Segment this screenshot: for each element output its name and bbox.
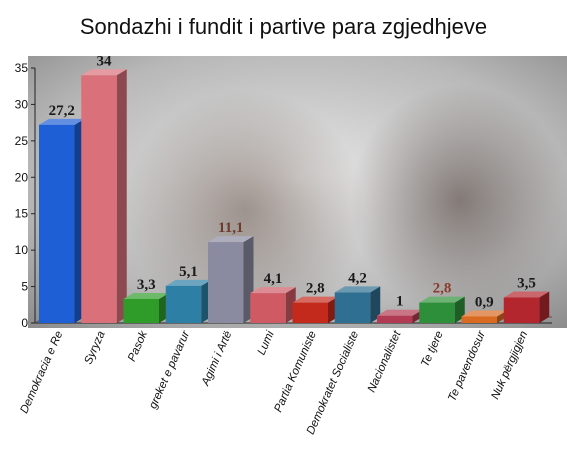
y-tick-label: 30	[15, 97, 29, 111]
category-label: Te pavendosur	[446, 328, 488, 403]
bar-6	[250, 287, 296, 323]
value-label: 4,1	[264, 271, 283, 287]
category-label: Pasok	[126, 328, 150, 363]
bar-front	[461, 316, 497, 323]
category-label: Syryza	[82, 329, 107, 366]
bar-7	[292, 296, 338, 323]
background-figure-left	[125, 90, 365, 330]
chart-title: Sondazhi i fundit i partive para zgjedhj…	[79, 14, 488, 39]
bar-front	[377, 315, 413, 323]
y-tick-label: 20	[15, 170, 29, 184]
bar-top	[123, 292, 169, 299]
category-label: Agimi i Artë	[199, 329, 234, 388]
background-figure-right	[350, 85, 567, 315]
value-label: 2,8	[433, 281, 452, 297]
bar-front	[250, 293, 286, 323]
bar-side	[370, 286, 381, 323]
value-label: 4,2	[348, 270, 367, 286]
value-label: 2,8	[306, 281, 325, 297]
category-label: Partia Komuniste	[272, 329, 319, 414]
category-label: Demokracia e Re	[18, 329, 65, 415]
bar-side	[116, 69, 127, 324]
bar-front	[292, 302, 328, 323]
bar-front	[419, 302, 455, 323]
bar-front	[81, 75, 117, 324]
category-label: Nacionalistet	[366, 329, 404, 395]
bar-5	[208, 236, 254, 323]
bar-front	[165, 285, 202, 323]
category-label: greket e pavarur	[147, 328, 192, 410]
y-tick-label: 10	[15, 243, 29, 257]
bar-front	[503, 297, 540, 323]
value-labels: 27,2 34 3,3 5,1 11,1 4,1 2,8 4,2 1 2,8 0,9 3,5	[49, 53, 536, 310]
bar-top	[461, 310, 507, 317]
bar-side	[539, 291, 550, 323]
bar-3	[123, 292, 169, 323]
bar-front	[334, 292, 371, 323]
y-tick-label: 15	[15, 207, 29, 221]
bar-2	[81, 69, 127, 324]
value-label: 3,5	[517, 276, 536, 292]
bar-front	[123, 298, 159, 323]
y-tick-label: 25	[15, 134, 29, 148]
value-label: 27,2	[49, 103, 75, 119]
value-label: 5,1	[179, 264, 198, 280]
bar-top	[503, 291, 550, 298]
value-label: 11,1	[218, 220, 243, 236]
value-label: 0,9	[475, 294, 494, 310]
y-tick-label: 5	[21, 280, 28, 294]
bar-top	[419, 296, 465, 303]
bar-top	[377, 309, 423, 316]
bar-8	[334, 286, 381, 323]
bar-top	[292, 296, 338, 303]
bar-front	[208, 242, 244, 323]
category-label: Nuk përgjigjen	[489, 329, 530, 401]
y-tick-label: 0	[21, 316, 28, 330]
bar-4	[165, 279, 212, 323]
value-label: 34	[96, 53, 112, 69]
bar-1	[39, 118, 85, 323]
bar-front	[39, 124, 75, 323]
value-label: 1	[396, 294, 404, 310]
y-tick-label: 35	[15, 61, 29, 75]
bar-top	[250, 287, 296, 294]
bar-top	[81, 69, 127, 76]
bar-top	[334, 286, 381, 293]
bar-12	[503, 291, 550, 323]
category-label: Te tjere	[419, 329, 445, 369]
bar-top	[208, 236, 254, 243]
bar-10	[419, 296, 465, 323]
value-label: 3,3	[137, 277, 156, 293]
bar-top	[165, 279, 212, 286]
bar-top	[39, 118, 85, 125]
bar-9	[377, 309, 423, 323]
bars	[39, 69, 550, 324]
category-label: Lumi	[256, 329, 277, 357]
